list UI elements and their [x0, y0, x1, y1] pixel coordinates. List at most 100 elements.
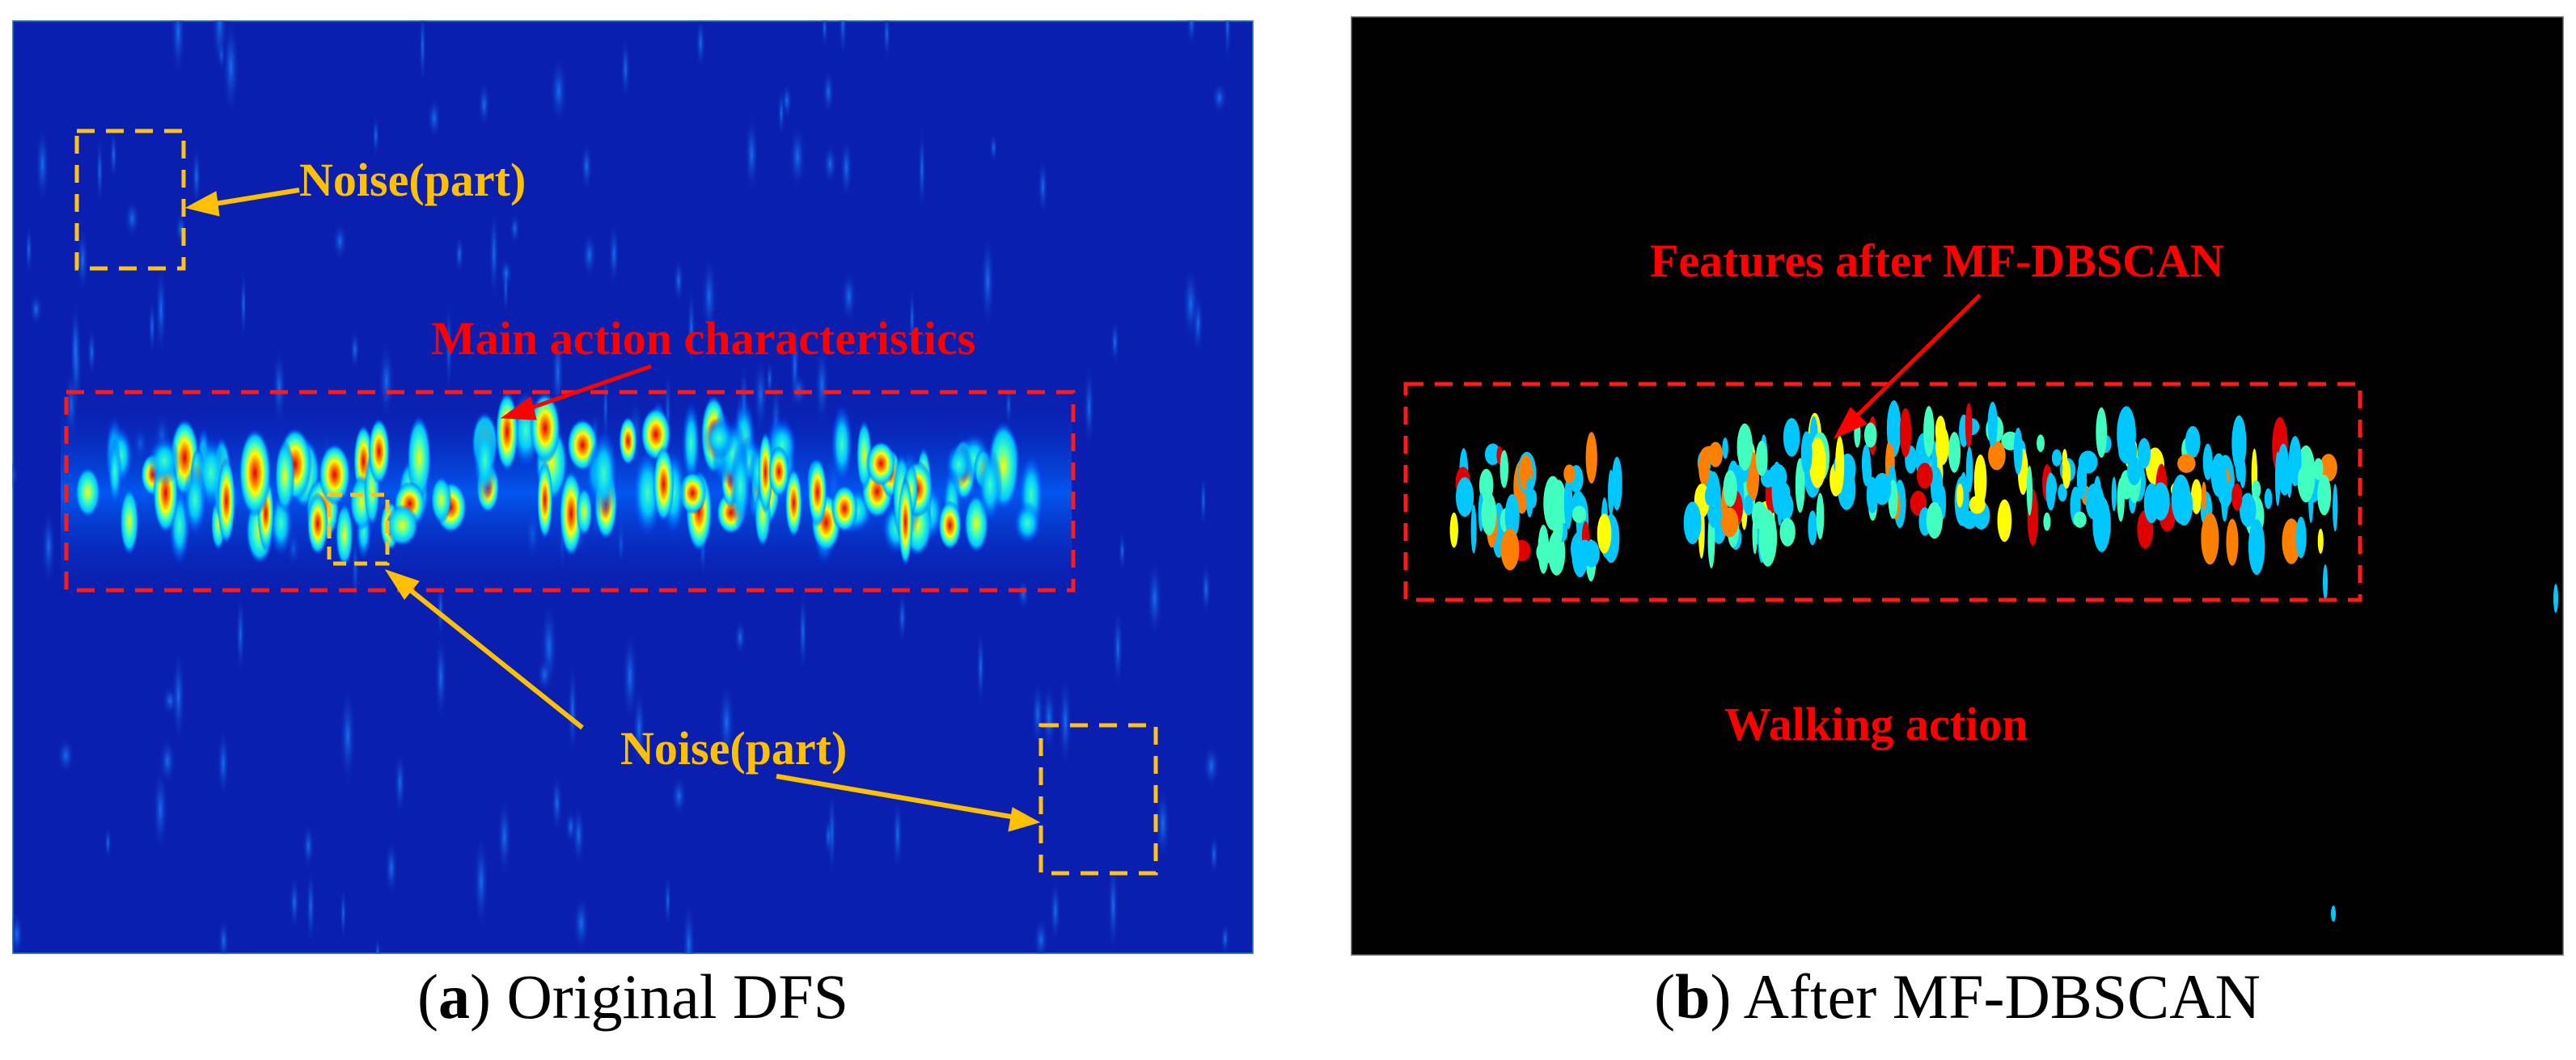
noise-streak	[155, 263, 167, 358]
noise-streak	[148, 297, 156, 357]
noise-box-bottom-right	[1038, 723, 1158, 876]
feature-speck	[1585, 432, 1597, 484]
signal-blob	[472, 418, 497, 503]
noise-streak	[1042, 682, 1056, 754]
caption-b: (b) After MF-DBSCAN	[1654, 961, 2261, 1032]
signal-blob	[536, 460, 553, 540]
noise-streak	[306, 865, 315, 948]
noise-streak	[124, 199, 140, 239]
feature-speck	[2171, 474, 2191, 524]
signal-blob	[238, 429, 272, 517]
feature-speck	[2248, 519, 2265, 575]
noise-streak	[339, 686, 357, 787]
feature-speck	[2331, 906, 2336, 922]
arrow-features	[1833, 294, 1982, 440]
noise-streak	[840, 135, 853, 201]
noise-streak	[682, 900, 696, 954]
signal-blob	[217, 457, 236, 545]
noise-streak	[976, 626, 985, 709]
feature-speck	[1481, 492, 1497, 536]
feature-speck	[1795, 458, 1805, 513]
noise-streak	[1031, 680, 1044, 749]
noise-streak	[798, 588, 808, 675]
noise-streak	[620, 36, 631, 102]
feature-speck	[2185, 425, 2201, 458]
feature-speck	[1771, 461, 1783, 515]
noise-streak	[1220, 922, 1230, 954]
signal-blob	[530, 392, 560, 464]
signal-blob	[865, 441, 896, 487]
signal-blob	[559, 470, 583, 558]
noise-streak	[455, 233, 464, 275]
noise-streak	[70, 298, 81, 399]
signal-blob	[430, 475, 452, 524]
noise-streak	[374, 937, 382, 954]
signal-blob	[495, 391, 519, 472]
feature-speck	[1683, 501, 1702, 545]
signal-blob	[147, 436, 181, 486]
signal-blob	[653, 446, 675, 523]
noise-streak	[497, 796, 512, 877]
feature-speck	[2239, 492, 2257, 527]
noise-streak	[12, 910, 24, 954]
noise-streak	[632, 686, 646, 771]
noise-streak	[1182, 264, 1199, 343]
signal-blob	[681, 400, 701, 487]
feature-speck	[1935, 425, 1949, 466]
signal-blob	[274, 440, 295, 513]
noise-streak	[1033, 917, 1049, 954]
feature-speck	[1578, 539, 1592, 558]
noise-streak	[41, 506, 57, 587]
feature-speck	[1930, 467, 1944, 507]
feature-speck	[1816, 492, 1825, 540]
panel-a-signal-blobs	[74, 391, 1044, 568]
feature-speck	[2076, 459, 2087, 500]
noise-streak	[1155, 785, 1170, 862]
noise-streak	[670, 775, 687, 817]
noise-streak	[1199, 471, 1208, 530]
feature-speck	[2288, 436, 2302, 487]
feature-speck	[1708, 441, 1723, 467]
noise-streak	[823, 143, 838, 185]
feature-speck	[1543, 475, 1563, 530]
feature-speck	[1722, 437, 1728, 459]
caption-b-text: After MF-DBSCAN	[1743, 961, 2261, 1032]
signal-blob	[576, 487, 593, 537]
noise-streak	[622, 628, 638, 724]
noise-streak	[445, 298, 453, 395]
feature-speck	[2235, 431, 2243, 483]
features-label: Features after MF-DBSCAN	[1650, 234, 2224, 287]
feature-speck	[2323, 564, 2328, 600]
feature-speck	[1723, 470, 1737, 508]
noise-streak	[1110, 318, 1120, 365]
feature-speck	[2210, 453, 2227, 497]
arrow-main-action	[500, 364, 652, 420]
feature-speck	[1470, 505, 1477, 554]
signal-blob	[768, 446, 790, 497]
feature-speck	[2231, 483, 2243, 511]
feature-speck	[1720, 507, 1739, 538]
noise-streak	[1050, 878, 1061, 944]
feature-speck	[1899, 408, 1912, 458]
noise-streak	[211, 20, 228, 74]
feature-speck	[1808, 437, 1826, 488]
feature-speck	[1923, 406, 1935, 458]
noise-streak	[191, 144, 201, 209]
noise-streak	[582, 230, 598, 279]
noise-streak	[499, 258, 514, 289]
feature-speck	[1835, 436, 1845, 494]
noise-streak	[349, 329, 361, 370]
feature-speck	[1597, 513, 1612, 554]
feature-speck	[1948, 432, 1961, 473]
noise-streak	[394, 750, 406, 817]
signal-blob	[831, 403, 853, 485]
noise-streak	[235, 593, 245, 676]
panel-b-signal-blobs	[1449, 400, 2558, 922]
feature-speck	[1455, 477, 1474, 517]
feature-speck	[1872, 472, 1892, 505]
signal-blob	[407, 415, 432, 501]
signal-blob	[703, 417, 735, 460]
noise-top-label: Noise(part)	[299, 154, 526, 206]
panel-b-heatmap: Features after MF-DBSCAN Walking action	[1351, 16, 2564, 956]
feature-speck	[2051, 449, 2062, 467]
